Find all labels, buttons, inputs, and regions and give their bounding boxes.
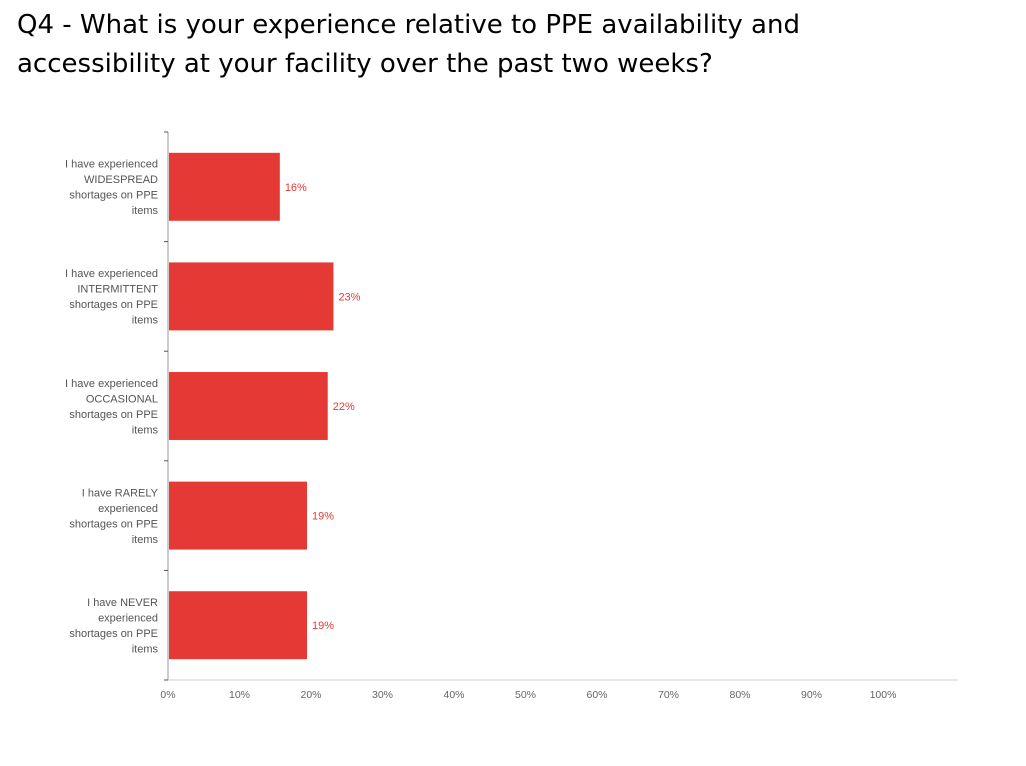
x-tick-label: 10% (229, 689, 250, 701)
data-label: 19% (312, 511, 334, 523)
bars-group (169, 152, 334, 660)
bar (169, 262, 334, 331)
x-tick-label: 60% (586, 689, 607, 701)
x-tick-label: 90% (801, 689, 822, 701)
x-tick-labels: 0% 10% 20% 30% 40% 50% 60% 70% 80% 90% 100% (160, 689, 896, 701)
data-label: 22% (333, 401, 355, 413)
category-label: I have experienced WIDESPREAD shortages on… (65, 159, 158, 218)
bar (169, 372, 328, 440)
bar (169, 481, 307, 550)
x-tick-label: 50% (515, 689, 536, 701)
category-label: I have experienced OCCASIONAL shortages on… (65, 378, 158, 437)
category-label: I have NEVER experienced shortages on PPE i… (69, 597, 158, 656)
axes (164, 131, 958, 681)
data-label: 16% (285, 182, 307, 194)
data-label: 23% (338, 291, 360, 303)
chart-title: Q4 - What is your experience relative to… (17, 10, 800, 79)
category-labels: I have experienced WIDESPREAD shortages on… (65, 159, 159, 656)
bar (169, 591, 307, 660)
x-tick-label: 0% (160, 689, 175, 701)
category-label: I have RARELY experienced shortages on PPE… (69, 487, 158, 545)
x-tick-label: 30% (372, 689, 393, 701)
data-label: 19% (312, 620, 334, 632)
x-tick-label: 100% (870, 689, 897, 701)
data-labels: 16% 23% 22% 19% 19% (285, 182, 361, 632)
x-tick-label: 70% (658, 689, 679, 701)
x-tick-label: 80% (729, 689, 750, 701)
x-tick-label: 40% (443, 689, 464, 701)
x-tick-label: 20% (300, 689, 321, 701)
category-label: I have experienced INTERMITTENT shortages … (65, 268, 158, 327)
bar (169, 152, 280, 221)
